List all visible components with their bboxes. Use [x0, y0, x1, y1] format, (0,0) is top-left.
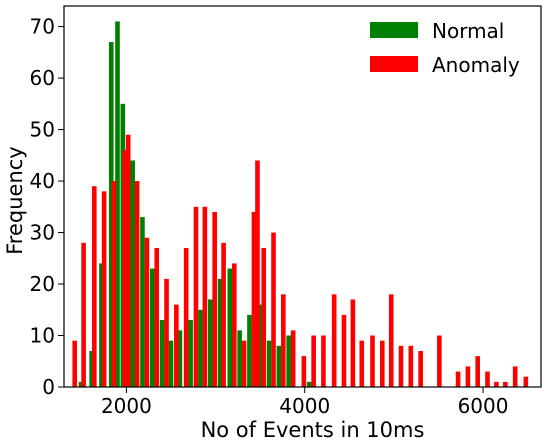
anomaly-bar [389, 294, 394, 387]
y-tick-label: 70 [30, 15, 55, 39]
anomaly-bar [321, 336, 326, 387]
anomaly-bar [437, 336, 442, 387]
anomaly-bar [342, 315, 347, 387]
y-axis-label: Frequency [3, 146, 27, 255]
anomaly-bar [409, 346, 414, 387]
anomaly-bar [212, 212, 217, 387]
anomaly-bar [418, 351, 423, 387]
legend-swatch-normal [370, 22, 418, 38]
anomaly-bar [242, 341, 247, 387]
anomaly-bar [271, 233, 276, 387]
normal-bar [237, 330, 242, 387]
x-tick-label: 6000 [458, 394, 509, 418]
anomaly-bar [291, 330, 296, 387]
anomaly-bar [174, 305, 179, 387]
x-axis-ticks: 2000 4000 6000 [101, 387, 509, 418]
legend-label-anomaly: Anomaly [432, 53, 520, 77]
y-tick-label: 30 [30, 221, 55, 245]
normal-bar [198, 310, 203, 387]
anomaly-bar [221, 243, 226, 387]
anomaly-bar [332, 294, 337, 387]
anomaly-bar [513, 366, 518, 387]
anomaly-bar [164, 279, 169, 387]
y-tick-label: 10 [30, 324, 55, 348]
normal-bar [150, 269, 155, 387]
normal-bar [307, 382, 312, 387]
x-axis-label: No of Events in 10ms [201, 418, 425, 442]
normal-bar [286, 336, 291, 387]
anomaly-bar [126, 135, 131, 387]
y-tick-label: 40 [30, 169, 55, 193]
anomaly-bar [72, 341, 77, 387]
normal-bar [188, 320, 193, 387]
anomaly-bar [255, 160, 260, 387]
normal-bar [130, 160, 135, 387]
anomaly-bar [494, 382, 499, 387]
anomaly-bar [154, 248, 159, 387]
anomaly-bar [456, 372, 461, 387]
legend-swatch-anomaly [370, 56, 418, 72]
normal-bar [267, 341, 272, 387]
anomaly-bar [112, 181, 117, 387]
legend-label-normal: Normal [432, 19, 504, 43]
anomaly-bar [311, 336, 316, 387]
anomaly-bar [359, 341, 364, 387]
anomaly-bar [261, 248, 266, 387]
y-tick-label: 20 [30, 272, 55, 296]
normal-bar [277, 346, 282, 387]
anomaly-bar [203, 207, 208, 387]
normal-bar [247, 315, 252, 387]
y-tick-label: 60 [30, 66, 55, 90]
anomaly-bar [475, 356, 480, 387]
anomaly-bar [135, 181, 140, 387]
normal-bar [169, 341, 174, 387]
anomaly-bar [524, 377, 529, 387]
anomaly-bar [194, 207, 199, 387]
x-tick-label: 4000 [279, 394, 330, 418]
anomaly-bar [302, 356, 307, 387]
legend: Normal Anomaly [370, 19, 520, 77]
anomaly-bar [370, 336, 375, 387]
x-tick-label: 2000 [101, 394, 152, 418]
anomaly-bar [466, 366, 471, 387]
anomaly-bar [351, 299, 356, 387]
anomaly-bar [232, 263, 237, 387]
y-tick-label: 0 [42, 375, 55, 399]
anomaly-bar [485, 372, 490, 387]
anomaly-bar [81, 243, 86, 387]
anomaly-bar [102, 191, 107, 387]
normal-bar [208, 299, 213, 387]
y-axis-ticks: 0 10 20 30 40 50 60 70 [30, 15, 64, 399]
anomaly-bar [281, 294, 286, 387]
anomaly-bar [92, 186, 97, 387]
anomaly-bar [145, 238, 150, 387]
y-tick-label: 50 [30, 118, 55, 142]
anomaly-bar [399, 346, 404, 387]
anomaly-bar [503, 382, 508, 387]
normal-bar [140, 217, 145, 387]
anomaly-bar [184, 248, 189, 387]
normal-bar [160, 320, 165, 387]
anomaly-bar [380, 341, 385, 387]
normal-bar [228, 269, 233, 387]
